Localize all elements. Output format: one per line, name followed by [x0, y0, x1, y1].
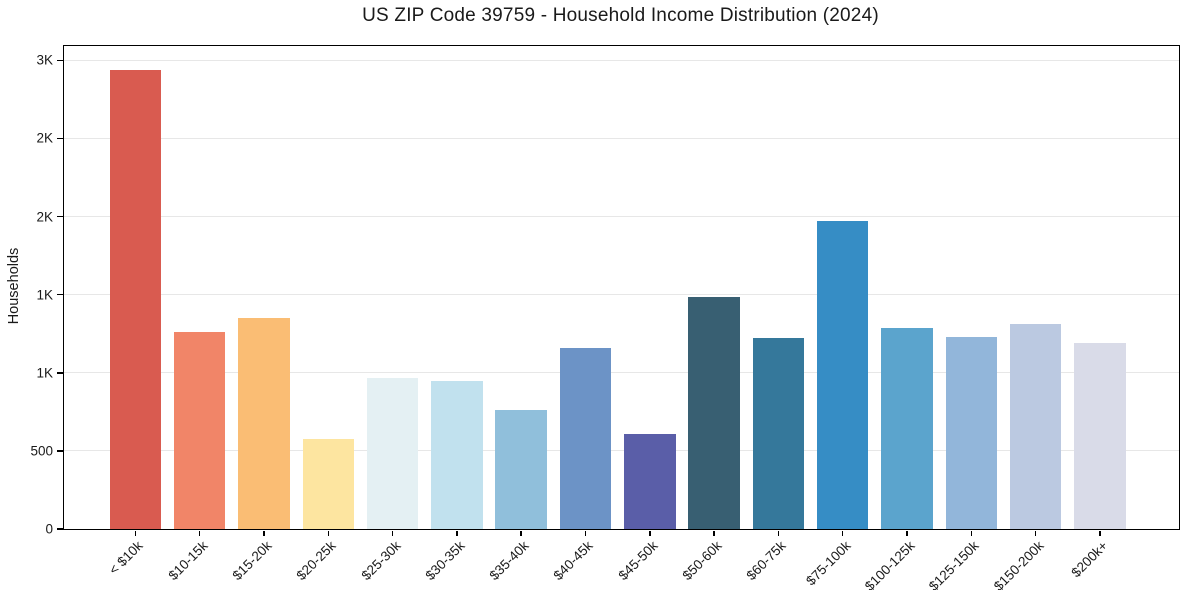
x-tick-label: $75-100k [802, 538, 854, 589]
x-tick-label: $10-15k [165, 538, 211, 584]
x-tick [1099, 530, 1101, 536]
bar [559, 347, 612, 529]
y-tick-label: 2K [36, 130, 53, 146]
x-tick [391, 530, 394, 536]
x-tick [649, 530, 651, 536]
x-tick [198, 530, 201, 536]
y-axis-label: Households [6, 247, 22, 325]
x-tick-label: $15-20k [229, 538, 275, 584]
x-tick-label: $50-60k [679, 538, 725, 584]
y-tick-label: 2K [36, 209, 53, 225]
bar [366, 378, 419, 529]
x-tick [584, 530, 587, 536]
bar [238, 318, 290, 529]
gridline [64, 216, 1179, 218]
bar [945, 336, 998, 529]
y-tick [56, 137, 63, 140]
x-tick-label: $20-25k [293, 538, 339, 584]
x-tick [841, 530, 844, 536]
y-tick [56, 372, 63, 374]
x-tick [777, 530, 780, 536]
bar [302, 439, 354, 529]
y-tick-label: 1K [36, 287, 53, 303]
gridline [64, 294, 1179, 296]
x-tick-label: $40-45k [550, 538, 597, 584]
bar [688, 297, 740, 529]
x-tick [263, 530, 265, 536]
y-tick [56, 293, 63, 296]
y-tick [56, 215, 63, 218]
bar [1009, 324, 1062, 529]
plot-area: < $10k $10-15k $15-20k $20-25k $25-30k $30-35… [30, 45, 1180, 590]
x-tick-label: $60-75k [743, 538, 789, 584]
x-tick-label: < $10k [106, 538, 146, 578]
bar [495, 409, 547, 529]
x-tick [327, 530, 330, 536]
x-tick-label: $45-50k [615, 538, 661, 584]
x-tick [520, 530, 522, 536]
y-tick [56, 528, 63, 530]
gridline [64, 59, 1179, 61]
bar [1074, 343, 1126, 529]
x-tick [456, 530, 458, 536]
gridline [64, 372, 1179, 374]
x-tick-label: $125-150k [926, 538, 982, 590]
y-tick-label: 3K [36, 52, 53, 68]
y-tick-label: 1K [36, 365, 53, 381]
gridline [64, 450, 1179, 452]
x-tick-label: $100-125k [861, 538, 918, 590]
bar [109, 69, 162, 529]
bar [624, 433, 676, 529]
x-tick [906, 530, 908, 536]
x-tick [970, 530, 973, 536]
bar [752, 338, 805, 529]
x-tick-label: $30-35k [422, 538, 468, 584]
x-tick-label: $150-200k [990, 538, 1047, 590]
y-tick-label: 500 [30, 443, 53, 459]
bar [173, 332, 226, 529]
x-tick-label: $25-30k [358, 538, 404, 584]
gridline [64, 137, 1179, 139]
y-tick [56, 59, 63, 62]
x-tick [1034, 530, 1037, 536]
bar [816, 220, 869, 529]
chart-title: US ZIP Code 39759 - Household Income Dis… [362, 5, 879, 26]
x-tick [713, 530, 715, 536]
x-tick [134, 530, 137, 536]
bar [881, 328, 933, 529]
y-tick-label: 0 [45, 521, 53, 537]
x-tick-label: $200k+ [1068, 538, 1111, 581]
bar [431, 381, 483, 529]
y-tick [56, 450, 63, 452]
x-tick-label: $35-40k [486, 538, 532, 584]
